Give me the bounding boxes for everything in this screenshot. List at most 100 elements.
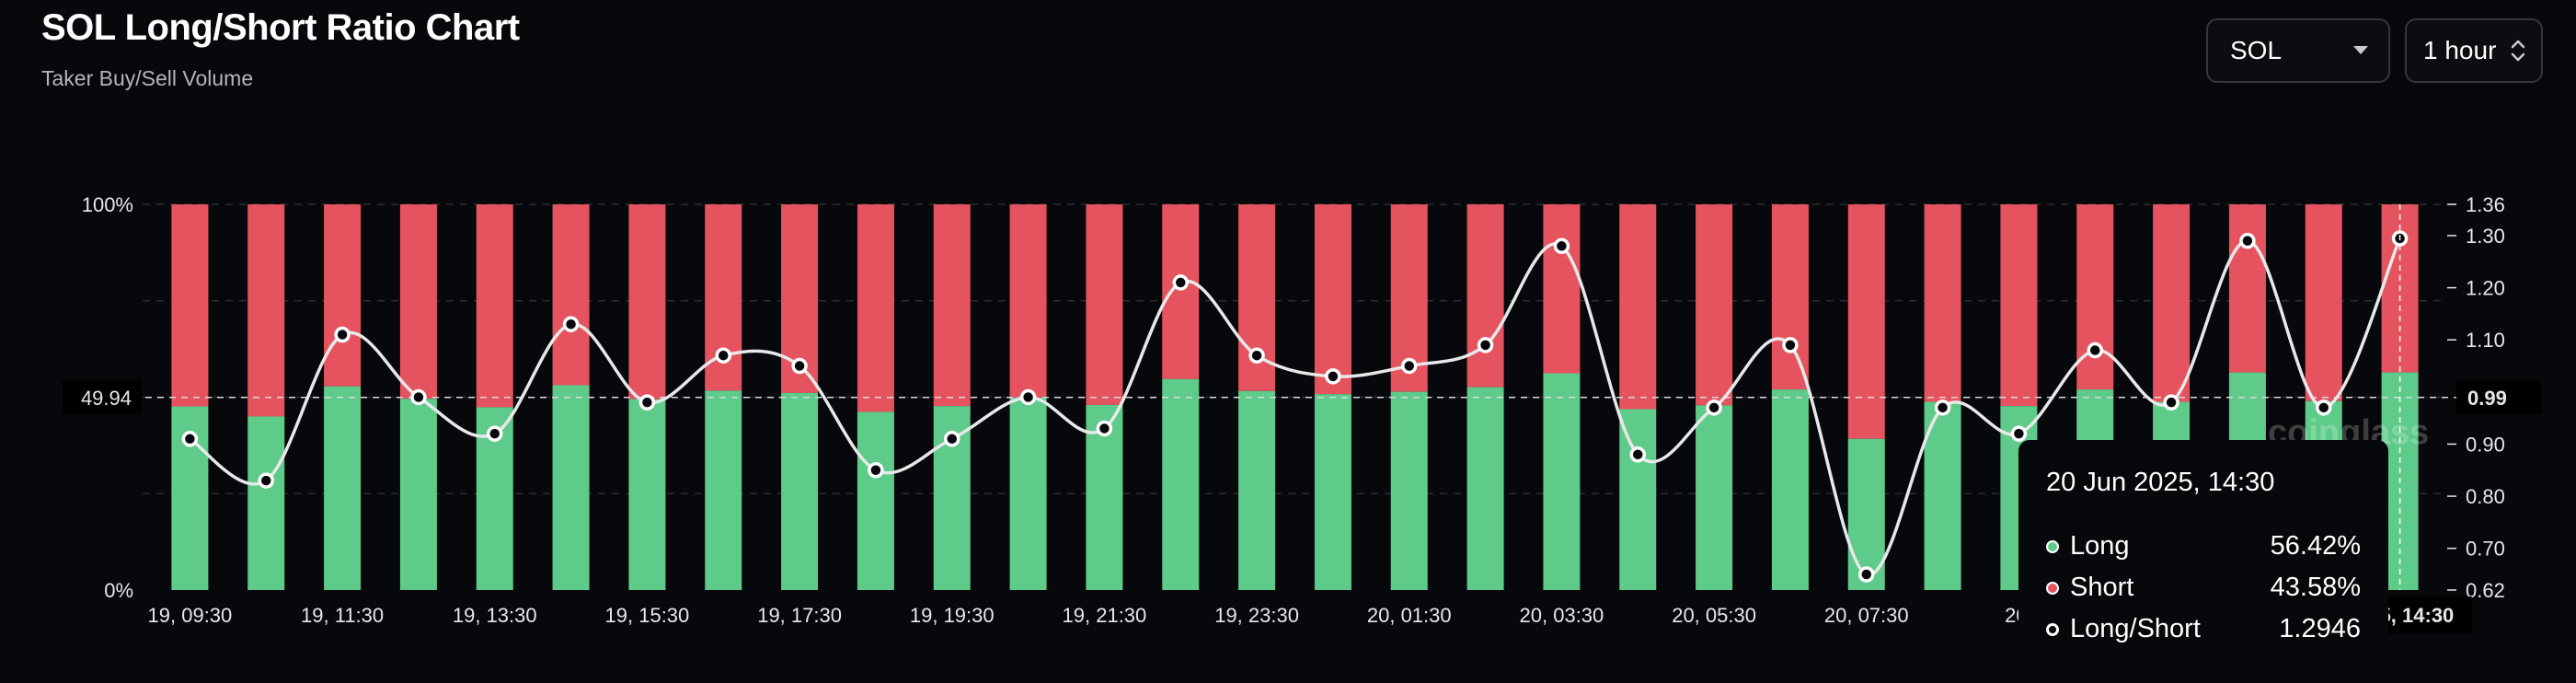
- ratio-point: [715, 347, 731, 364]
- ratio-point: [791, 357, 808, 375]
- ratio-point: [487, 425, 503, 442]
- x-tick-label: 20, 03:30: [1520, 604, 1604, 627]
- ratio-point: [1782, 337, 1799, 353]
- x-tick-label: 19, 21:30: [1063, 604, 1147, 627]
- tooltip-long-label: Long: [2070, 531, 2130, 561]
- x-tick-label: 19, 17:30: [757, 604, 842, 627]
- long-bar: [399, 399, 437, 590]
- short-bar: [2000, 204, 2038, 407]
- long-bar: [781, 392, 819, 590]
- ratio-point: [638, 394, 656, 411]
- reference-right-label: 0.99: [2467, 387, 2507, 410]
- y2-tick-label: 1.30: [2466, 225, 2505, 248]
- x-tick-label: 19, 11:30: [301, 604, 384, 627]
- long-bar: [1466, 387, 1504, 590]
- long-bar: [1696, 405, 1733, 590]
- reference-left-label: 49.94: [81, 387, 132, 410]
- tooltip-row-short: Short 43.58%: [2042, 567, 2361, 608]
- tooltip-ratio-label: Long/Short: [2070, 614, 2201, 643]
- x-tick-label: 20, 07:30: [1824, 604, 1909, 627]
- ratio-point: [1096, 420, 1113, 437]
- ratio-point: [1248, 347, 1265, 364]
- chevron-down-icon: [2353, 46, 2368, 54]
- long-bar: [1619, 409, 1657, 590]
- short-bar: [1009, 204, 1047, 398]
- short-bar: [1619, 204, 1657, 410]
- ratio-point: [562, 316, 580, 332]
- long-bar: [324, 386, 362, 590]
- long-bar: [552, 385, 590, 590]
- short-bar: [2076, 204, 2114, 390]
- long-bar: [1771, 389, 1809, 590]
- short-bar: [1162, 204, 1200, 379]
- long-bar: [628, 399, 666, 590]
- x-tick-label: 19, 09:30: [148, 604, 233, 627]
- x-tick-label: 19, 23:30: [1214, 604, 1299, 627]
- y2-tick-label: 1.36: [2466, 193, 2505, 216]
- ratio-point: [1019, 388, 1037, 406]
- ratio-point: [258, 472, 274, 489]
- y-tick-label: 0%: [104, 579, 133, 602]
- tooltip-short-value: 43.58%: [2270, 573, 2361, 602]
- x-tick-label: 20, 05:30: [1672, 604, 1756, 627]
- ratio-point: [1172, 274, 1189, 291]
- short-bar: [2228, 204, 2266, 373]
- tooltip-row-ratio: Long/Short 1.2946: [2042, 608, 2361, 650]
- coin-select[interactable]: SOL: [2206, 18, 2390, 83]
- x-tick-label: 19, 15:30: [605, 604, 690, 627]
- short-bar: [171, 204, 209, 407]
- long-bar: [705, 390, 742, 590]
- short-bar: [1696, 204, 1733, 406]
- ratio-point: [2316, 399, 2332, 416]
- y2-tick-label: 0.80: [2466, 485, 2505, 508]
- short-bar: [2305, 204, 2342, 401]
- long-bar: [1924, 401, 1961, 590]
- y2-tick-label: 0.70: [2466, 538, 2505, 561]
- short-bar: [552, 204, 590, 386]
- ratio-point: [944, 431, 960, 447]
- interval-select[interactable]: 1 hour: [2405, 18, 2543, 83]
- long-bar: [1847, 438, 1885, 590]
- ratio-point: [1325, 368, 1341, 385]
- short-bar: [1314, 204, 1351, 395]
- page-title: SOL Long/Short Ratio Chart: [41, 7, 520, 48]
- long-bar: [1390, 391, 1428, 590]
- short-bar: [476, 204, 513, 408]
- short-bar: [2153, 204, 2191, 402]
- short-bar: [247, 204, 285, 417]
- y2-tick-label: 1.20: [2466, 277, 2505, 300]
- reference-label-box: [63, 380, 142, 414]
- ratio-point: [1858, 566, 1875, 583]
- short-bar: [399, 204, 437, 399]
- short-bar: [1086, 204, 1123, 405]
- ratio-point: [1401, 357, 1418, 375]
- interval-select-value: 1 hour: [2423, 36, 2497, 64]
- long-bar: [857, 411, 894, 590]
- ratio-point: [1934, 399, 1951, 416]
- short-dot-icon: [2046, 581, 2059, 595]
- ratio-point: [2163, 394, 2179, 411]
- short-bar: [1543, 204, 1581, 374]
- ratio-dot-icon: [2046, 622, 2059, 636]
- short-bar: [1924, 204, 1961, 402]
- long-bar: [247, 416, 285, 590]
- tooltip-ratio-value: 1.2946: [2279, 614, 2361, 643]
- tooltip-long-value: 56.42%: [2270, 531, 2361, 561]
- ratio-point: [334, 326, 351, 343]
- page-subtitle: Taker Buy/Sell Volume: [41, 66, 254, 90]
- ratio-point: [1553, 237, 1570, 255]
- coin-select-value: SOL: [2230, 36, 2283, 64]
- y-tick-label: 100%: [82, 193, 133, 216]
- long-dot-icon: [2046, 539, 2059, 553]
- ratio-point: [1629, 446, 1646, 463]
- short-bar: [1466, 204, 1504, 388]
- short-bar: [933, 204, 971, 407]
- chart-tooltip: 20 Jun 2025, 14:30 Long 56.42% Short 43.…: [2018, 440, 2388, 683]
- ratio-point: [410, 388, 427, 406]
- y2-tick-label: 0.62: [2466, 579, 2505, 602]
- long-bar: [1238, 390, 1276, 590]
- reference-label-box: [2456, 380, 2541, 414]
- long-bar: [1162, 378, 1200, 590]
- x-tick-label: 19, 13:30: [453, 604, 537, 627]
- short-bar: [324, 204, 362, 387]
